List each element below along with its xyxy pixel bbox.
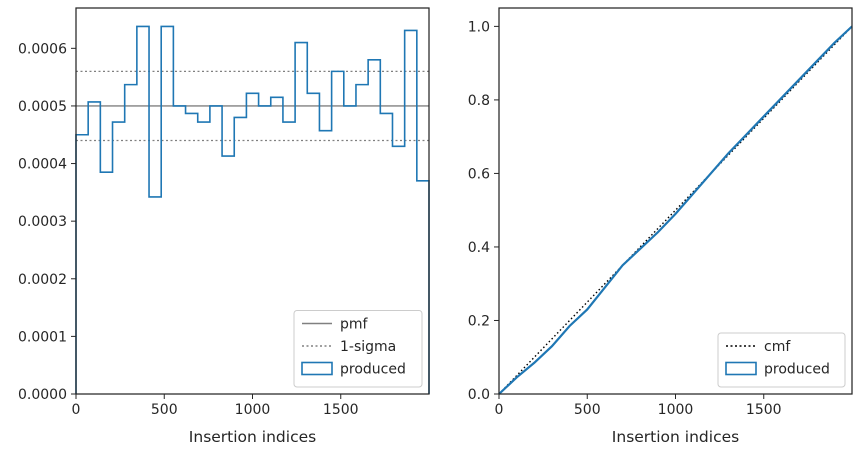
x-tick-label: 0 (495, 402, 504, 418)
histogram-bar (161, 26, 173, 394)
legend-label: 1-sigma (340, 339, 396, 355)
y-tick-label: 0.0005 (18, 99, 67, 115)
y-tick-label: 0.0 (468, 387, 490, 403)
histogram-bar (259, 106, 271, 394)
y-tick-label: 1.0 (468, 19, 490, 35)
y-tick-label: 0.6 (468, 166, 490, 182)
x-tick-label: 500 (574, 402, 601, 418)
x-tick-label: 500 (151, 402, 178, 418)
legend-label: pmf (340, 317, 369, 333)
x-tick-label: 1000 (235, 402, 271, 418)
histogram-bar (173, 106, 185, 394)
y-tick-label: 0.0006 (18, 41, 67, 57)
legend-label: produced (340, 362, 406, 378)
histogram-bar (246, 93, 258, 394)
histogram-bar (88, 102, 100, 394)
legend-label: produced (764, 362, 830, 378)
histogram-bar (222, 156, 234, 394)
histogram-bar (210, 106, 222, 394)
histogram-bar (283, 122, 295, 394)
legend-swatch-produced (301, 361, 333, 376)
legend-swatch-produced (725, 361, 757, 376)
y-tick-label: 0.0003 (18, 214, 67, 230)
y-tick-label: 0.0000 (18, 387, 67, 403)
histogram-bar (137, 26, 149, 394)
y-tick-label: 0.2 (468, 313, 490, 329)
legend: pmf 1-sigma produced (293, 310, 423, 388)
plot-area (498, 25, 853, 395)
histogram-bar (100, 172, 112, 394)
legend: cmf produced (717, 332, 846, 388)
histogram-bar (149, 197, 161, 394)
histogram-bar (76, 135, 88, 394)
legend-label: cmf (764, 339, 791, 355)
x-tick-label: 1000 (658, 402, 694, 418)
y-tick-label: 0.8 (468, 93, 490, 109)
histogram-bar (125, 85, 137, 394)
y-tick-label: 0.0004 (18, 157, 67, 173)
y-tick-label: 0.0002 (18, 272, 67, 288)
x-tick-label: 0 (72, 402, 81, 418)
right-panel-cmf-plot: 0 500 1000 1500 0.0 0.2 0.4 0.6 0.8 1.0 Insertion … (468, 7, 853, 446)
produced-line (498, 25, 853, 395)
cmf-line (498, 25, 853, 395)
y-tick-label: 0.4 (468, 240, 490, 256)
left-panel-pmf-histogram: 0 500 1000 1500 0.0000 0.0001 0.0002 0.0003 0.00… (18, 7, 430, 446)
histogram-bar (198, 122, 210, 394)
histogram-bar (186, 113, 198, 394)
x-axis-label: Insertion indices (189, 428, 316, 446)
produced-histogram-outline (75, 25, 430, 394)
legend-box (293, 310, 423, 388)
y-tick-label: 0.0001 (18, 329, 67, 345)
x-axis-label: Insertion indices (612, 428, 739, 446)
plot-area (75, 25, 430, 394)
histogram-bar (113, 122, 125, 394)
x-tick-label: 1500 (746, 402, 782, 418)
x-tick-label: 1500 (323, 402, 359, 418)
histogram-bar (271, 97, 283, 394)
histogram-bar (234, 117, 246, 394)
